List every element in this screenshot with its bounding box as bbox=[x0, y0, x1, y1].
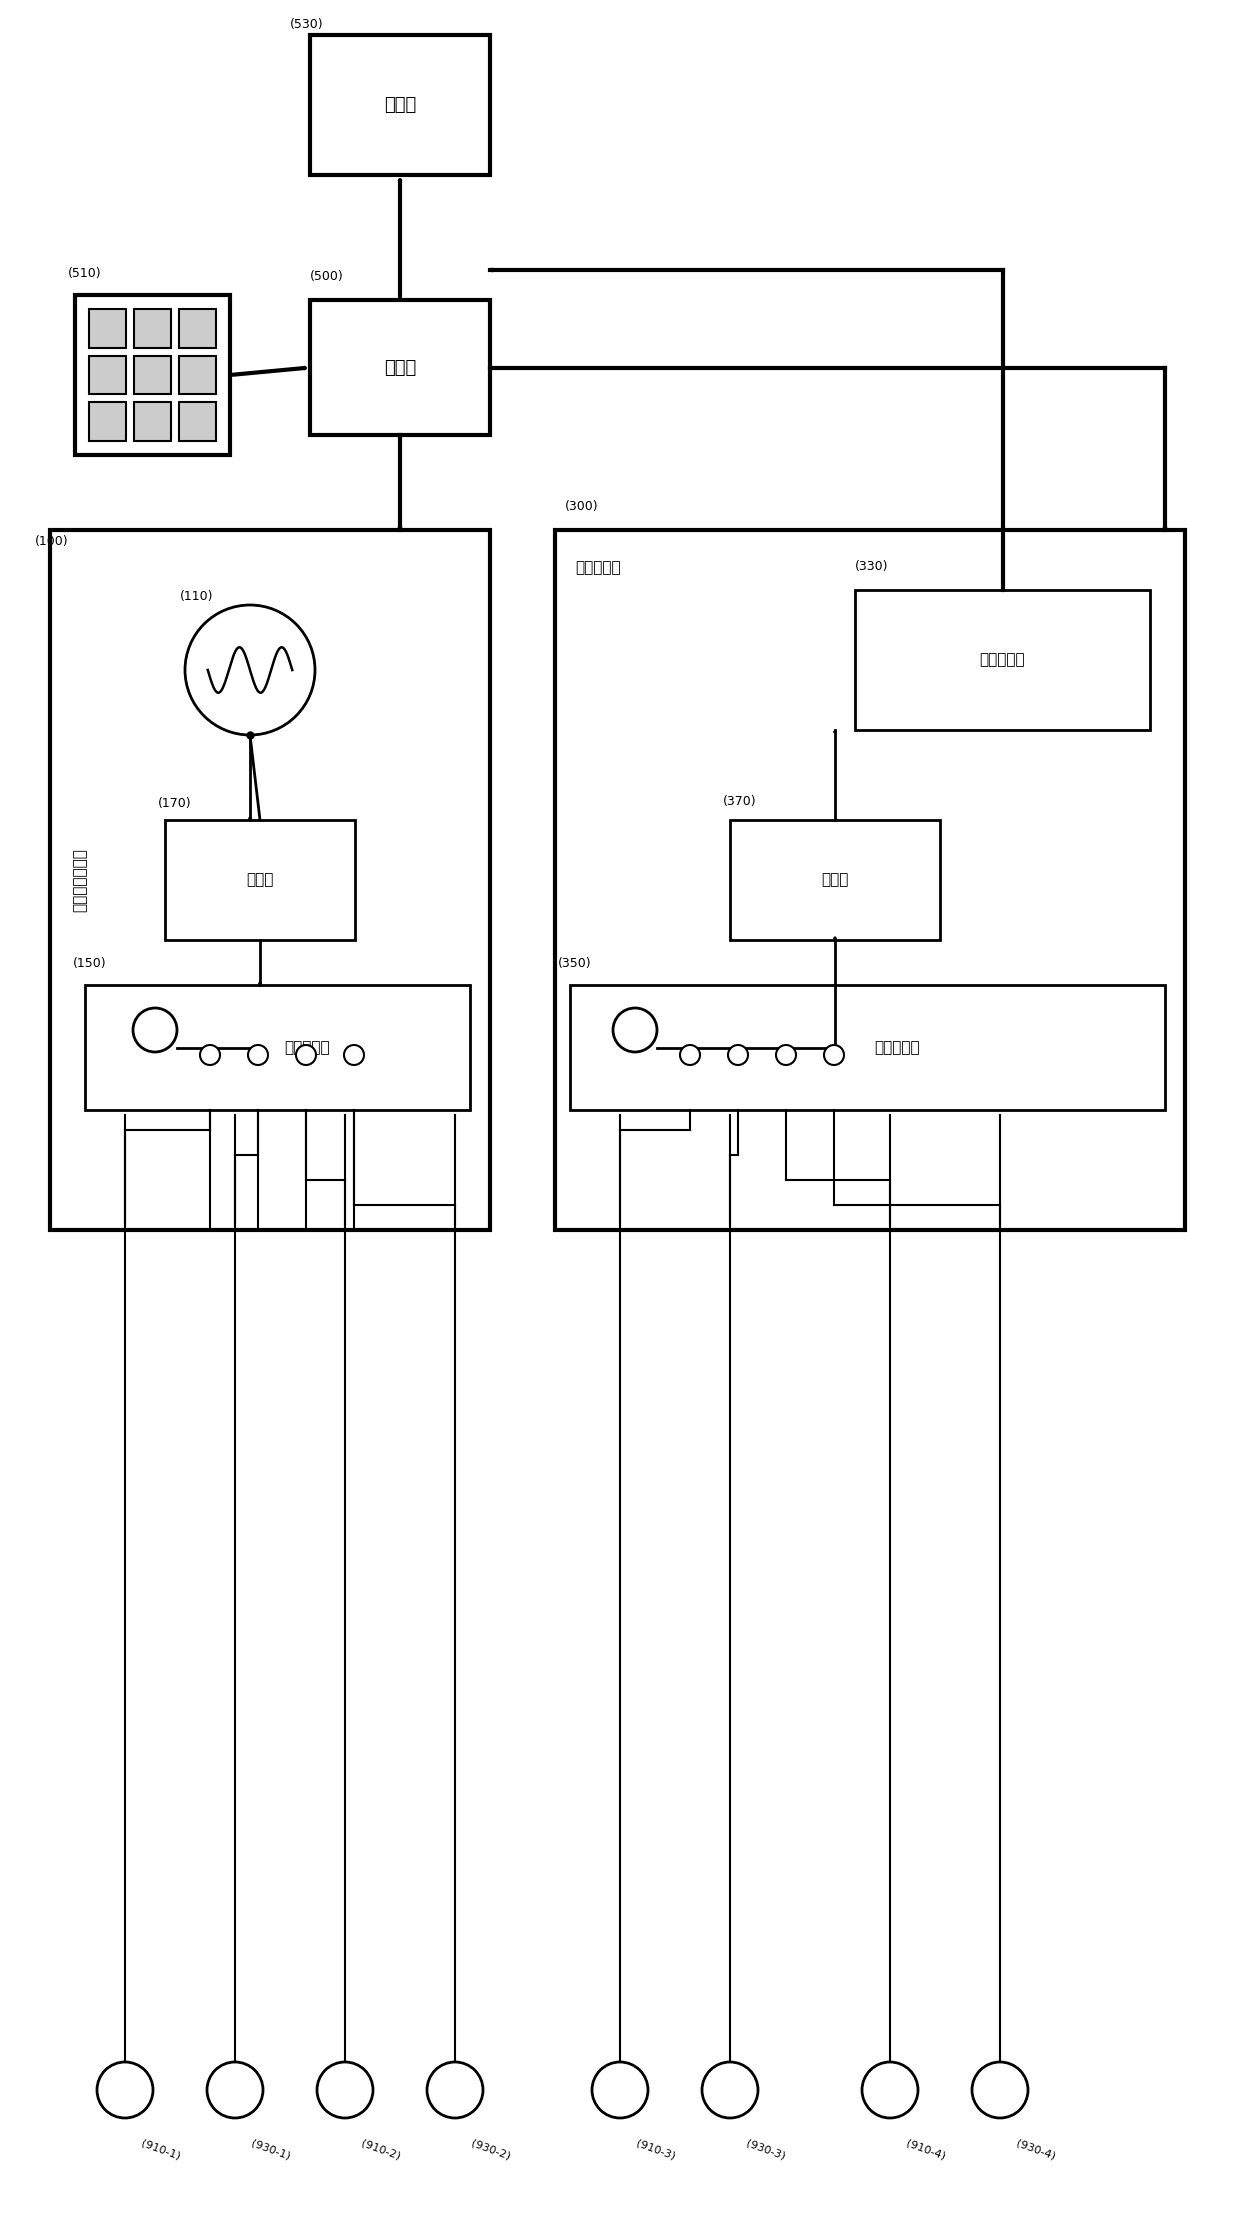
Bar bbox=[89, 402, 126, 440]
Text: 驱动开关部: 驱动开关部 bbox=[285, 1040, 330, 1055]
Text: 显示部: 显示部 bbox=[384, 96, 417, 113]
Circle shape bbox=[296, 1044, 316, 1064]
Bar bbox=[856, 591, 1149, 731]
Bar bbox=[89, 309, 126, 347]
Text: (100): (100) bbox=[35, 536, 68, 549]
Bar bbox=[570, 984, 1166, 1111]
Text: (930-1): (930-1) bbox=[250, 2138, 291, 2162]
Bar bbox=[730, 820, 940, 940]
Text: (300): (300) bbox=[565, 500, 599, 513]
Text: (370): (370) bbox=[723, 795, 756, 809]
Circle shape bbox=[862, 2062, 918, 2118]
Bar bbox=[179, 402, 216, 440]
Text: (910-2): (910-2) bbox=[360, 2138, 402, 2162]
Bar bbox=[556, 531, 1185, 1231]
Circle shape bbox=[591, 2062, 649, 2118]
Text: 阻抗计算部: 阻抗计算部 bbox=[980, 653, 1025, 667]
Circle shape bbox=[776, 1044, 796, 1064]
Text: 阻抗检测部: 阻抗检测部 bbox=[575, 560, 621, 575]
Bar bbox=[74, 296, 229, 456]
Bar bbox=[89, 356, 126, 393]
Circle shape bbox=[248, 1044, 268, 1064]
Bar bbox=[179, 356, 216, 393]
Text: (910-4): (910-4) bbox=[905, 2138, 947, 2162]
Text: 控制部: 控制部 bbox=[384, 358, 417, 376]
Circle shape bbox=[97, 2062, 153, 2118]
Circle shape bbox=[343, 1044, 365, 1064]
Bar bbox=[310, 300, 490, 436]
Text: (930-2): (930-2) bbox=[470, 2138, 512, 2162]
Circle shape bbox=[613, 1009, 657, 1051]
Text: (350): (350) bbox=[558, 958, 591, 971]
Text: (930-4): (930-4) bbox=[1016, 2138, 1056, 2162]
Text: (910-1): (910-1) bbox=[140, 2138, 182, 2162]
Circle shape bbox=[185, 604, 315, 735]
Circle shape bbox=[207, 2062, 263, 2118]
Text: 读出开关部: 读出开关部 bbox=[874, 1040, 920, 1055]
Text: 输入信号生成部: 输入信号生成部 bbox=[72, 849, 88, 911]
Text: (500): (500) bbox=[310, 271, 343, 282]
Circle shape bbox=[728, 1044, 748, 1064]
Circle shape bbox=[825, 1044, 844, 1064]
Bar bbox=[50, 531, 490, 1231]
Text: (510): (510) bbox=[68, 267, 102, 280]
Bar bbox=[165, 820, 355, 940]
Circle shape bbox=[133, 1009, 177, 1051]
Bar bbox=[134, 356, 171, 393]
Text: 调制部: 调制部 bbox=[247, 873, 274, 887]
Bar bbox=[134, 402, 171, 440]
Text: (150): (150) bbox=[73, 958, 107, 971]
Text: (910-3): (910-3) bbox=[635, 2138, 677, 2162]
Text: 解调部: 解调部 bbox=[821, 873, 848, 887]
Text: (530): (530) bbox=[290, 18, 324, 31]
Circle shape bbox=[427, 2062, 484, 2118]
Text: (170): (170) bbox=[157, 798, 192, 811]
Bar bbox=[86, 984, 470, 1111]
Circle shape bbox=[972, 2062, 1028, 2118]
Circle shape bbox=[200, 1044, 219, 1064]
Circle shape bbox=[317, 2062, 373, 2118]
Circle shape bbox=[680, 1044, 701, 1064]
Bar bbox=[310, 36, 490, 176]
Bar bbox=[134, 309, 171, 347]
Bar bbox=[179, 309, 216, 347]
Text: (930-3): (930-3) bbox=[745, 2138, 787, 2162]
Text: (330): (330) bbox=[856, 560, 889, 573]
Circle shape bbox=[702, 2062, 758, 2118]
Text: (110): (110) bbox=[180, 591, 213, 602]
